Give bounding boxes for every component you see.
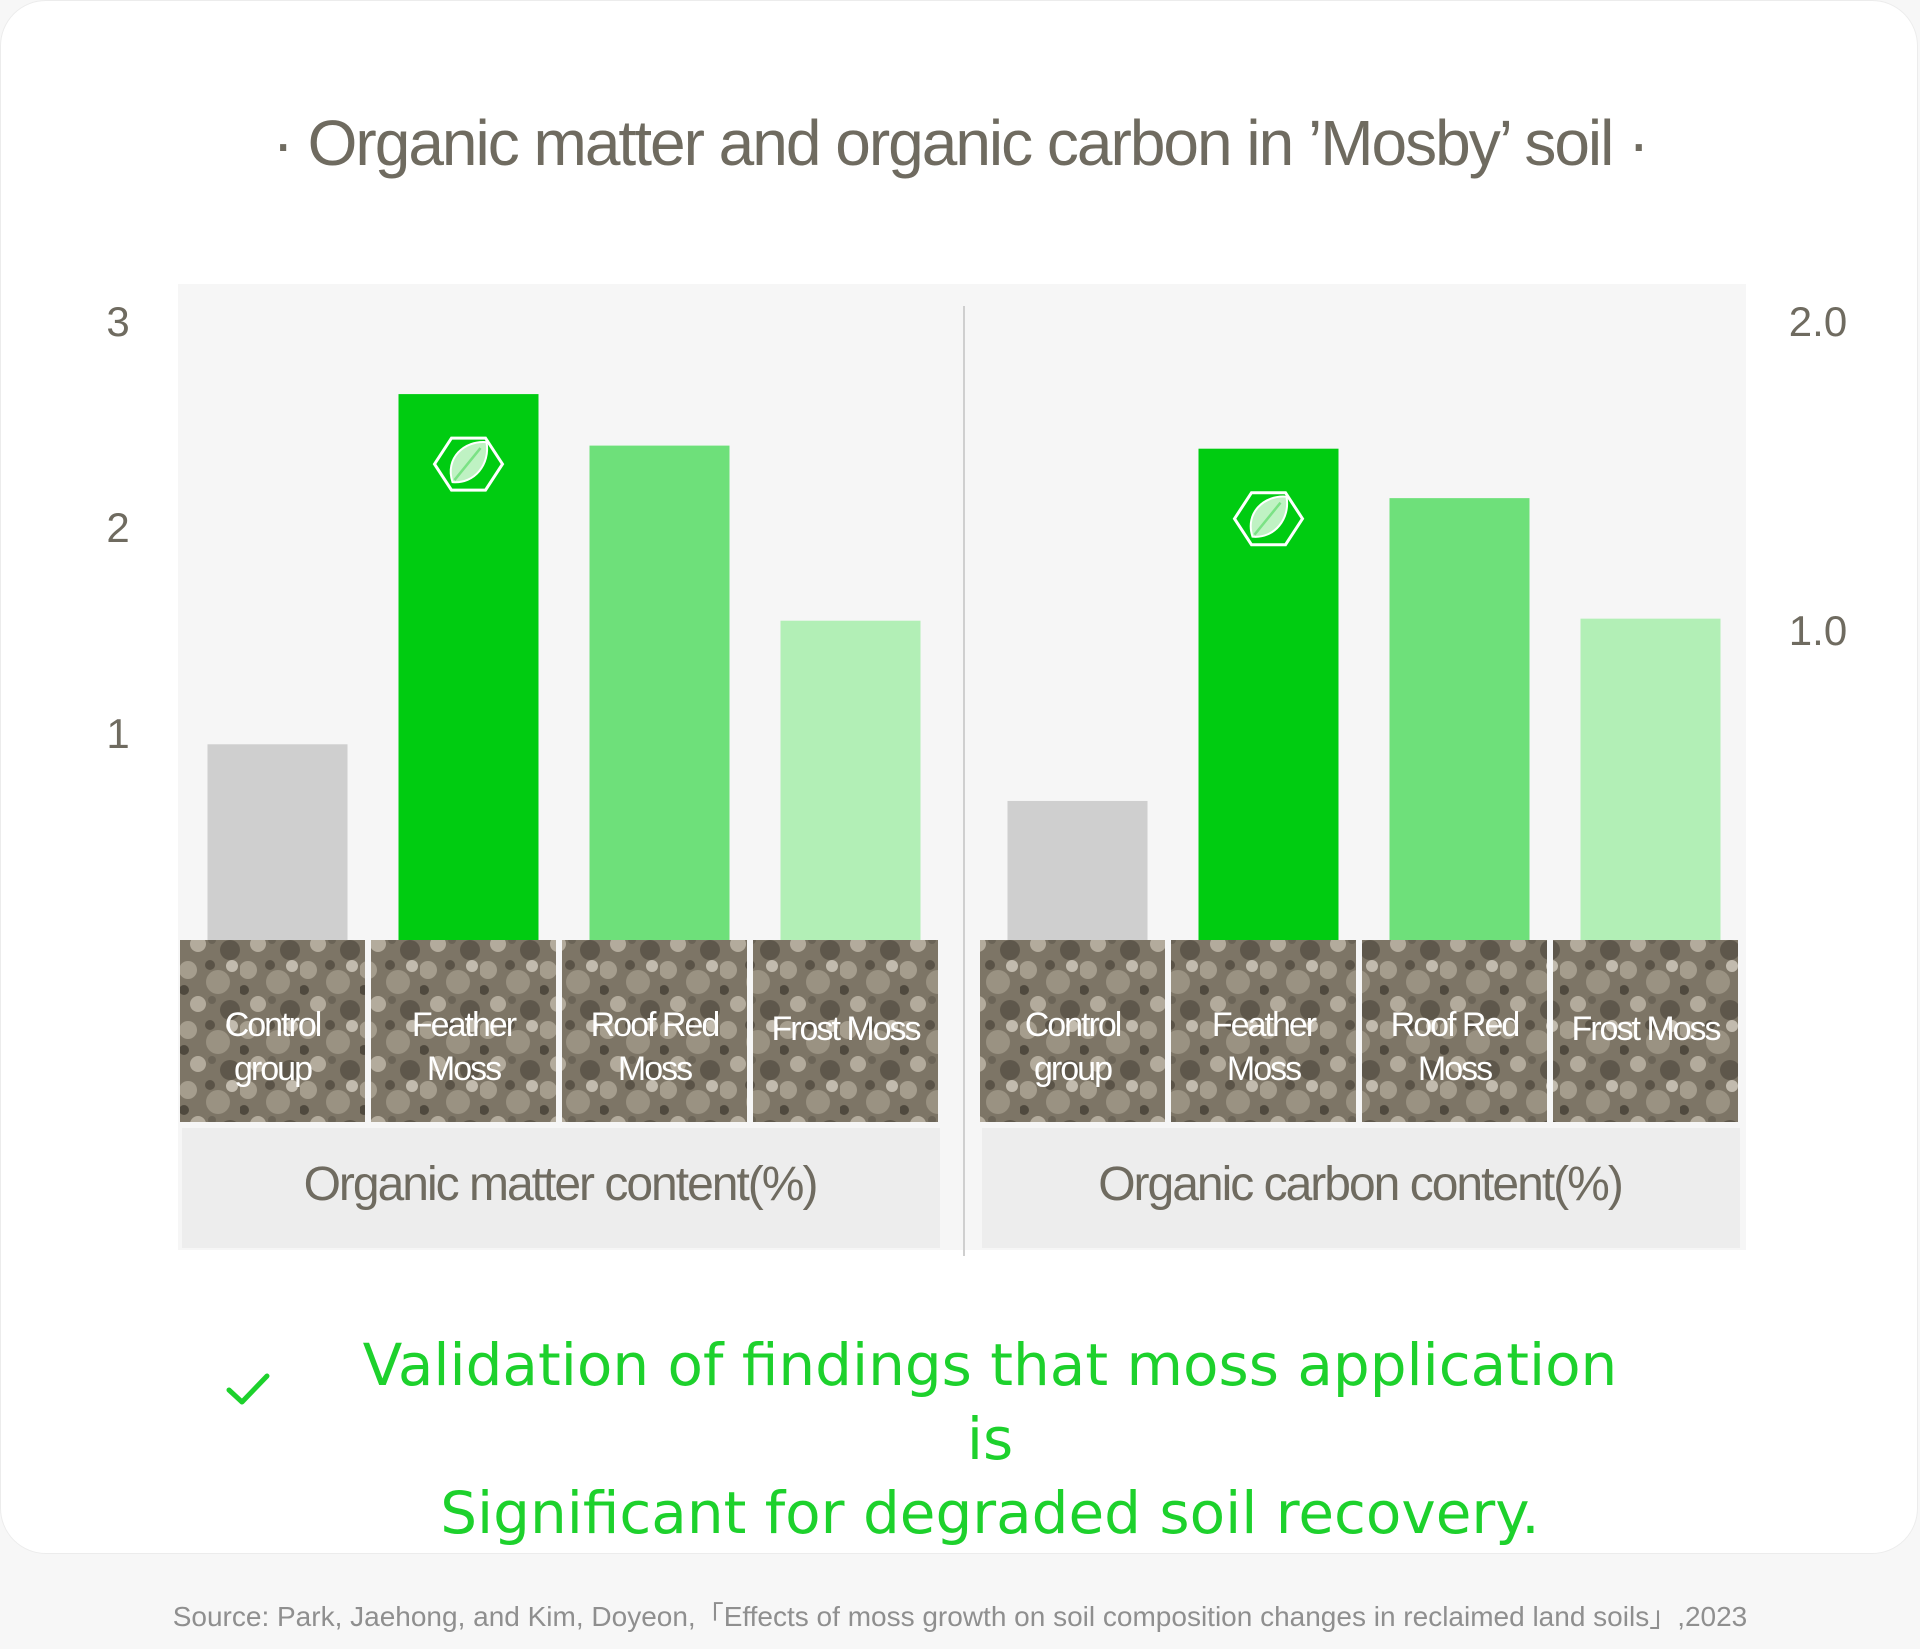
bar-roof-red-moss [589, 445, 730, 940]
panel-label-box [182, 1128, 940, 1248]
leaf-hexagon-icon [432, 436, 505, 492]
conclusion-line-2: Significant for degraded soil recovery. [440, 1479, 1540, 1547]
category-label: Control group [1025, 1006, 1121, 1088]
soil-tile-image [980, 940, 1165, 1122]
panel-label-box [982, 1128, 1740, 1248]
bar-frost-moss [780, 620, 921, 940]
bar-control-group [1007, 800, 1148, 940]
conclusion-line-1: Validation of findings that moss applica… [362, 1331, 1618, 1473]
category-label: Roof Red Moss [1391, 1006, 1519, 1088]
leaf-hexagon-icon [1232, 491, 1305, 547]
soil-tile-image [1171, 940, 1356, 1122]
y-tick-label: 1.0 [1789, 607, 1847, 654]
bar-frost-moss [1580, 618, 1721, 940]
soil-tile-image [753, 940, 938, 1122]
bar-roof-red-moss [1389, 498, 1530, 940]
category-label: Frost Moss [771, 1010, 920, 1048]
y-tick-label: 3 [106, 298, 129, 345]
soil-tile-image [371, 940, 556, 1122]
y-tick-label: 2 [106, 504, 129, 551]
source-citation: Source: Park, Jaehong, and Kim, Doyeon,「… [172, 1601, 1748, 1632]
check-icon [226, 1373, 270, 1405]
x-axis-label: Organic carbon content(%) [1098, 1158, 1622, 1211]
category-label: Frost Moss [1571, 1010, 1720, 1048]
conclusion-text: Validation of findings that moss applica… [360, 1328, 1620, 1550]
bar-charts: 1 2 3 Control group Feather Moss Roof Red Moss Fr… [106, 298, 1848, 1256]
soil-tile-image [180, 940, 365, 1122]
bar-feather-moss [398, 394, 539, 941]
soil-tile-image [1553, 940, 1738, 1122]
chart-title: · Organic matter and organic carbon in ’… [272, 107, 1650, 179]
y-tick-label: 1 [106, 710, 129, 757]
y-tick-label: 2.0 [1789, 298, 1847, 345]
category-label: Feather Moss [1212, 1006, 1317, 1088]
bar-control-group [207, 744, 348, 940]
category-label: Control group [225, 1006, 321, 1088]
category-label: Roof Red Moss [591, 1006, 719, 1088]
soil-tile-image [562, 940, 747, 1122]
x-axis-label: Organic matter content(%) [304, 1158, 817, 1211]
soil-tile-image [1362, 940, 1547, 1122]
category-label: Feather Moss [412, 1006, 517, 1088]
